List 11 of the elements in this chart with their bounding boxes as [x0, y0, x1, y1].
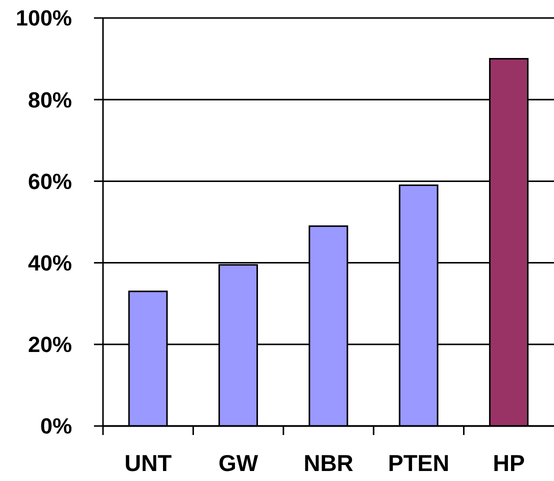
x-tick-label: NBR — [304, 450, 354, 476]
x-tick-label: GW — [218, 450, 258, 476]
y-tick-label: 80% — [28, 87, 72, 112]
y-tick-label: 20% — [28, 332, 72, 358]
x-tick-label: UNT — [124, 450, 172, 476]
y-tick-label: 100% — [16, 6, 72, 31]
x-tick-label: PTEN — [388, 450, 450, 476]
y-tick-label: 0% — [40, 414, 72, 439]
x-tick-label: HP — [492, 450, 525, 476]
y-tick-label: 60% — [28, 168, 72, 194]
y-tick-label: 40% — [28, 250, 72, 276]
